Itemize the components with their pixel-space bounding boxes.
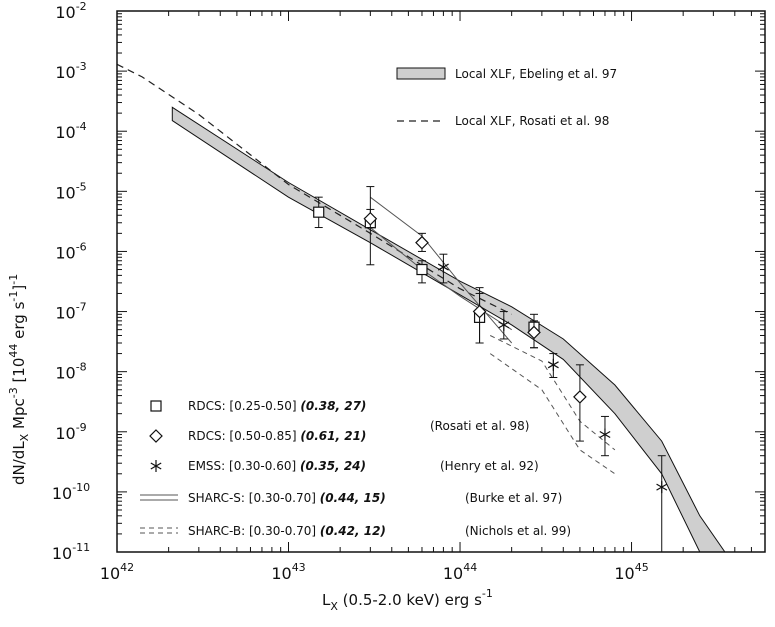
- y-tick-label: 10-10: [52, 481, 90, 503]
- diamond-marker: [527, 325, 541, 340]
- diamond-marker: [363, 211, 378, 226]
- y-tick-label: 10-11: [52, 541, 90, 563]
- asterisk-stroke: [599, 431, 611, 439]
- y-axis-label: dN/dLX Mpc-3 [1044 erg s-1]-1: [7, 274, 31, 485]
- legend-label: Local XLF, Rosati et al. 98: [455, 114, 609, 128]
- data-points: [313, 186, 668, 553]
- legend-label: SHARC-B: [0.30-0.70] (0.42, 12): [188, 524, 386, 538]
- data-point: [656, 481, 668, 494]
- asterisk-stroke: [498, 321, 510, 329]
- legend-reference: (Burke et al. 97): [465, 491, 562, 505]
- tick-labels: 1042 1043 1044 1045 10-2 10-3 10-4 10-5 10-6 10-7…: [52, 0, 649, 583]
- y-tick-label: 10-5: [55, 180, 86, 202]
- x-axis-label: LX (0.5-2.0 keV) erg s-1: [322, 587, 493, 613]
- legend-label: RDCS: [0.50-0.85] (0.61, 21): [188, 429, 366, 443]
- data-point: [416, 263, 428, 276]
- diamond-marker: [415, 235, 429, 250]
- data-point: [547, 358, 559, 371]
- square-marker: [150, 400, 162, 412]
- y-tick-label: 10-2: [55, 0, 86, 22]
- x-tick-label: 1044: [443, 561, 477, 583]
- y-tick-label: 10-7: [55, 301, 86, 323]
- axis-ticks: [116, 10, 766, 553]
- x-tick-label: 1045: [614, 561, 648, 583]
- square-marker: [416, 263, 428, 276]
- legend-reference: (Rosati et al. 98): [430, 419, 529, 433]
- square-marker: [313, 206, 325, 218]
- sharc-b-lower-line: [489, 353, 616, 475]
- legend-reference: (Nichols et al. 99): [465, 524, 571, 538]
- data-point: [313, 206, 325, 218]
- y-tick-label: 10-8: [55, 361, 86, 383]
- legend-label: RDCS: [0.25-0.50] (0.38, 27): [188, 399, 366, 413]
- diamond-marker: [472, 304, 487, 319]
- data-point: [472, 304, 487, 319]
- data-point: [527, 325, 541, 340]
- rosati-xlf-curve: [116, 63, 512, 315]
- x-tick-label: 1043: [271, 561, 305, 583]
- asterisk-stroke: [656, 483, 668, 491]
- y-tick-label: 10-3: [55, 60, 86, 82]
- data-point: [437, 261, 449, 274]
- legend-marker: [150, 400, 162, 412]
- ebeling-band: [171, 106, 726, 553]
- diamond-marker: [149, 429, 163, 443]
- asterisk-stroke: [547, 361, 559, 369]
- data-point: [415, 235, 429, 250]
- legend-band-swatch: [396, 67, 446, 80]
- legend-marker: [149, 429, 163, 443]
- y-tick-label: 10-9: [55, 421, 86, 443]
- legend-marker: [150, 460, 162, 472]
- legend-reference: (Henry et al. 92): [440, 459, 539, 473]
- data-point: [573, 390, 587, 404]
- legend-label: SHARC-S: [0.30-0.70] (0.44, 15): [188, 491, 386, 505]
- data-point: [363, 211, 378, 226]
- asterisk-stroke: [150, 462, 162, 470]
- sharc-b-upper-line: [489, 335, 616, 451]
- asterisk-stroke: [437, 263, 449, 271]
- y-tick-label: 10-4: [55, 120, 86, 142]
- y-tick-label: 10-6: [55, 240, 86, 262]
- x-tick-label: 1042: [100, 561, 134, 583]
- legend: Local XLF, Ebeling et al. 97 Local XLF, R…: [140, 67, 617, 538]
- legend-label: Local XLF, Ebeling et al. 97: [455, 67, 617, 81]
- plot-frame: [116, 10, 766, 553]
- diamond-marker: [573, 390, 587, 404]
- ebeling-xlf-band: [171, 106, 726, 553]
- data-point: [599, 428, 611, 441]
- data-point: [498, 318, 510, 331]
- legend-label: EMSS: [0.30-0.60] (0.35, 24): [188, 459, 366, 473]
